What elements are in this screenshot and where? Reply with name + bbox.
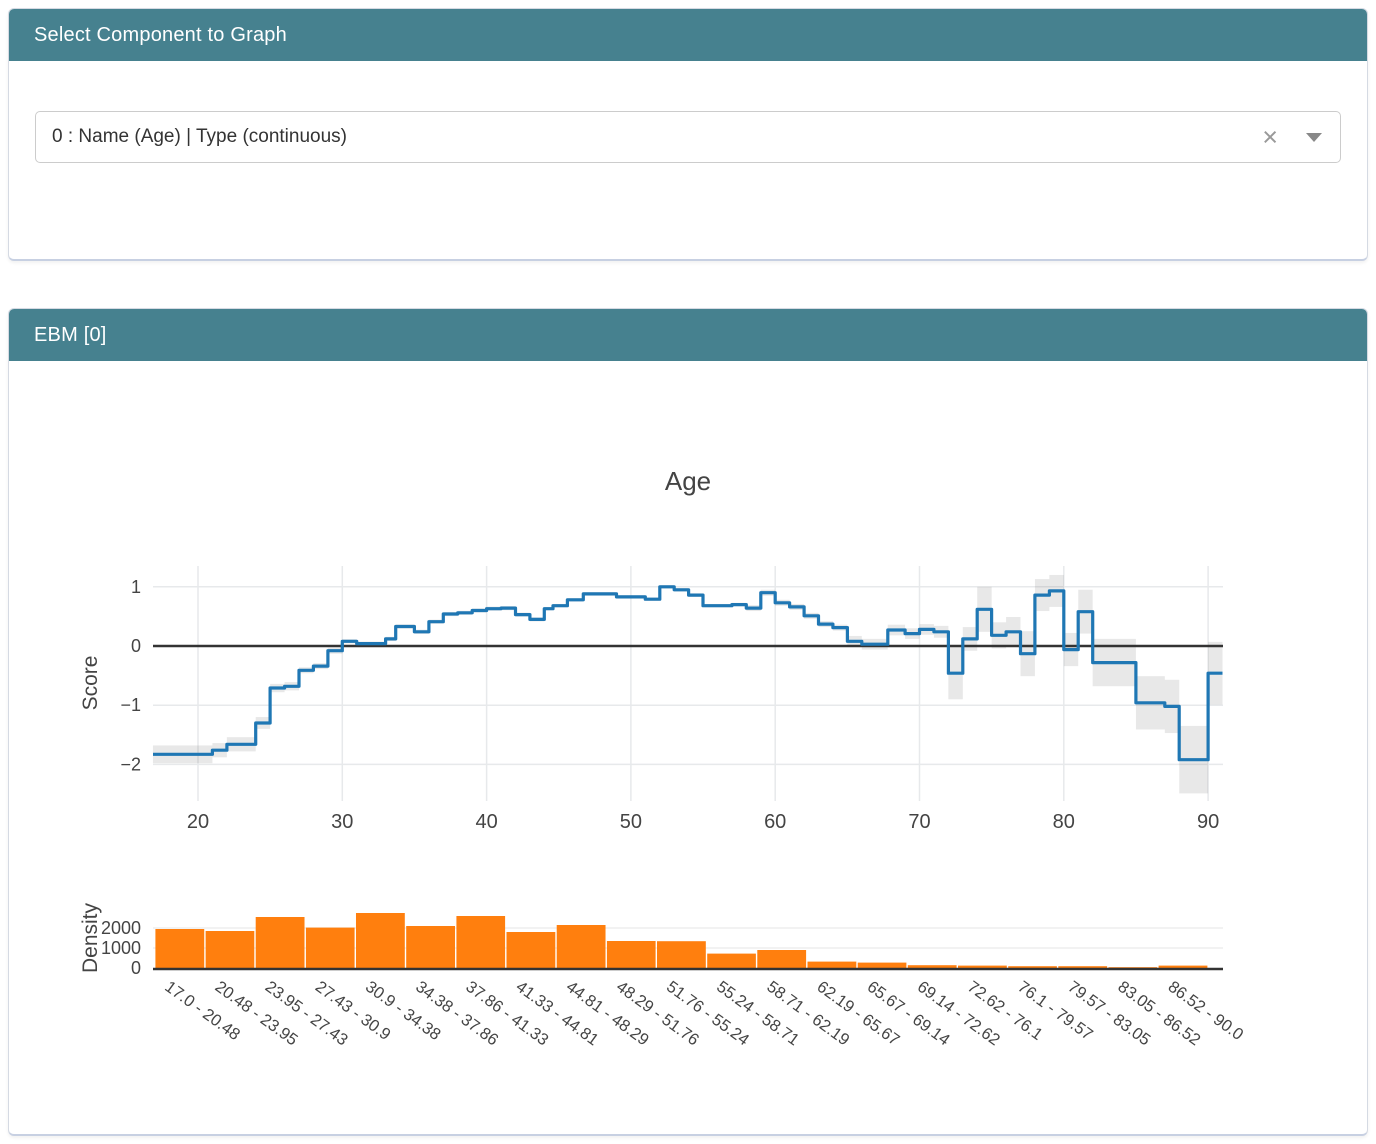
svg-text:1000: 1000 xyxy=(101,938,141,958)
svg-text:20: 20 xyxy=(187,811,209,833)
score-line xyxy=(153,585,1223,762)
svg-text:2000: 2000 xyxy=(101,918,141,938)
svg-text:0: 0 xyxy=(131,636,141,656)
svg-text:60: 60 xyxy=(764,811,786,833)
error-band xyxy=(152,574,1223,794)
clear-icon[interactable]: × xyxy=(1262,121,1278,152)
svg-text:−2: −2 xyxy=(120,754,141,774)
svg-text:40: 40 xyxy=(475,811,497,833)
component-dropdown[interactable]: 0 : Name (Age) | Type (continuous) × xyxy=(35,111,1341,163)
select-panel-body: 0 : Name (Age) | Type (continuous) × xyxy=(9,111,1367,259)
density-bars xyxy=(155,913,1208,968)
svg-text:90: 90 xyxy=(1197,811,1219,833)
score-axis-label: Score xyxy=(79,656,102,711)
svg-text:30: 30 xyxy=(331,811,353,833)
ebm-panel-title: EBM [0] xyxy=(34,324,107,346)
select-component-panel: Select Component to Graph 0 : Name (Age)… xyxy=(8,8,1368,261)
ebm-chart-body: Age 1 0 −1 −2 20 30 40 50 60 70 80 90 2000 1000 0 Score D… xyxy=(9,361,1367,1134)
select-panel-title: Select Component to Graph xyxy=(34,24,287,46)
ebm-panel: EBM [0] Age 1 0 −1 −2 20 30 40 50 60 70 80 90 2000 100… xyxy=(8,308,1368,1136)
ebm-panel-header: EBM [0] xyxy=(9,309,1367,361)
select-panel-header: Select Component to Graph xyxy=(9,9,1367,61)
chevron-down-icon[interactable] xyxy=(1306,132,1322,142)
svg-text:−1: −1 xyxy=(120,695,141,715)
svg-text:50: 50 xyxy=(620,811,642,833)
svg-text:0: 0 xyxy=(131,958,141,978)
svg-text:70: 70 xyxy=(908,811,930,833)
svg-text:80: 80 xyxy=(1053,811,1075,833)
component-dropdown-value: 0 : Name (Age) | Type (continuous) xyxy=(52,126,348,147)
density-axis-label: Density xyxy=(79,902,102,973)
svg-text:1: 1 xyxy=(131,577,141,597)
chart-title: Age xyxy=(665,466,711,496)
